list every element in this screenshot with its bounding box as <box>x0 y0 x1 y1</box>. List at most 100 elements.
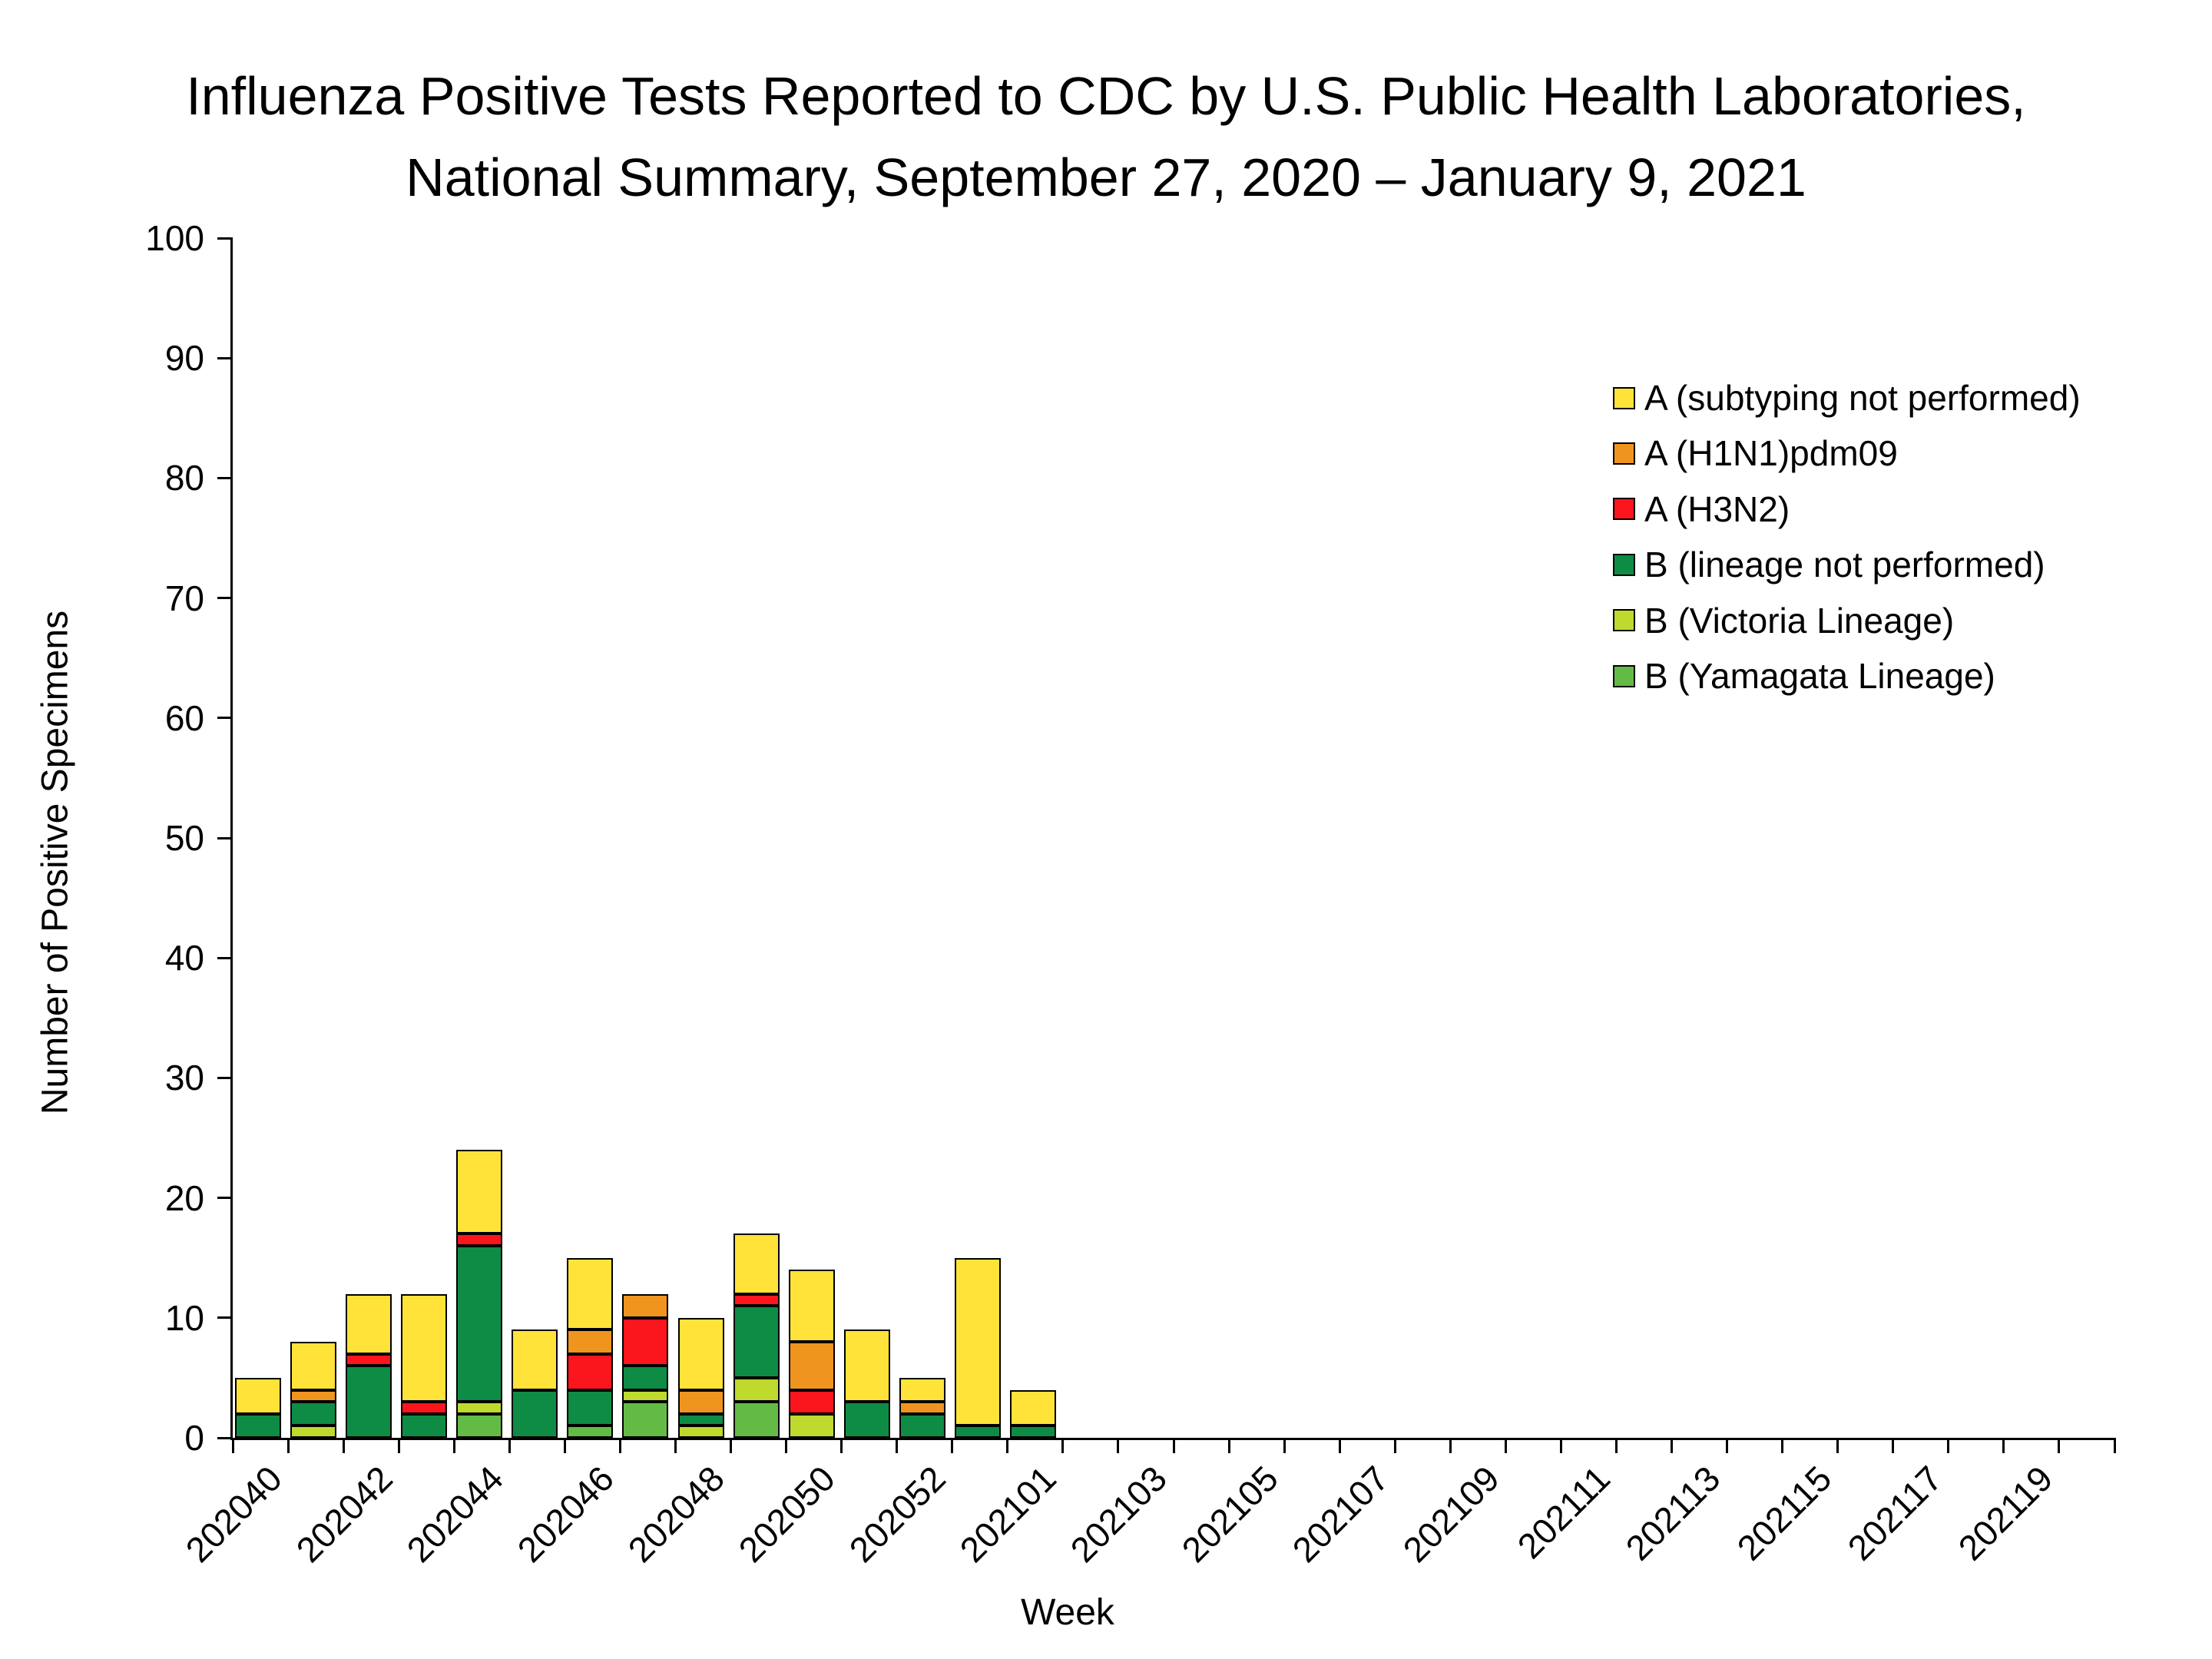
x-axis-tick-label: 202105 <box>1174 1458 1286 1570</box>
y-axis-tick-label: 10 <box>164 1297 204 1338</box>
y-axis-tick <box>217 1076 233 1079</box>
x-axis-tick <box>1781 1438 1784 1453</box>
bar-segment-202047 <box>622 1402 669 1438</box>
x-axis-tick <box>1006 1438 1009 1453</box>
bar-segment-202047 <box>622 1389 669 1402</box>
bar-segment-202101 <box>1009 1426 1056 1438</box>
x-axis-tick <box>1393 1438 1396 1453</box>
bar-segment-202048 <box>677 1426 724 1438</box>
x-axis-tick-label: 202101 <box>952 1458 1065 1570</box>
legend-label: B (Victoria Lineage) <box>1644 600 1955 641</box>
bar-segment-202044 <box>456 1402 503 1414</box>
legend-swatch-icon <box>1613 386 1635 409</box>
y-axis-tick <box>217 237 233 240</box>
bar-segment-202043 <box>401 1293 448 1402</box>
legend-item: B (lineage not performed) <box>1613 545 2045 584</box>
bar-segment-202051 <box>843 1402 890 1438</box>
x-axis-tick <box>563 1438 566 1453</box>
bar-segment-202050 <box>788 1413 835 1438</box>
x-axis-tick <box>1836 1438 1839 1453</box>
legend-label: A (subtyping not performed) <box>1644 378 2081 418</box>
y-axis-tick <box>217 356 233 359</box>
x-axis-tick <box>2002 1438 2005 1453</box>
bar-segment-202040 <box>235 1413 282 1438</box>
bar-segment-202048 <box>677 1389 724 1414</box>
legend-swatch-icon <box>1613 664 1635 687</box>
plot-area <box>217 237 2116 1453</box>
y-axis-tick <box>217 1436 233 1439</box>
x-axis-tick-label: 202119 <box>1950 1458 2061 1568</box>
y-axis-tick-label: 0 <box>184 1418 204 1458</box>
x-axis-tick-label: 202042 <box>288 1458 400 1570</box>
bar-segment-202041 <box>290 1426 337 1438</box>
y-axis-tick-label: 30 <box>164 1058 204 1098</box>
legend-swatch-icon <box>1613 442 1635 465</box>
x-axis-tick <box>342 1438 345 1453</box>
y-axis-tick <box>217 597 233 600</box>
x-axis-tick <box>1947 1438 1950 1453</box>
y-axis-tick-label: 100 <box>145 218 204 258</box>
x-axis-tick <box>2058 1438 2061 1453</box>
bar-segment-202044 <box>456 1413 503 1438</box>
legend-swatch-icon <box>1613 498 1635 521</box>
y-axis-tick <box>217 476 233 479</box>
bar-segment-202047 <box>622 1293 669 1318</box>
bar-segment-202043 <box>401 1413 448 1438</box>
y-axis-tick <box>217 1197 233 1200</box>
bar-segment-202044 <box>456 1150 503 1234</box>
bar-segment-202049 <box>733 1233 780 1294</box>
x-axis-tick-label: 202103 <box>1063 1458 1175 1570</box>
x-axis-tick-label: 202046 <box>509 1458 621 1570</box>
bar-segment-202047 <box>622 1317 669 1366</box>
legend-label: A (H1N1)pdm09 <box>1644 433 1898 474</box>
x-axis-tick-label: 202040 <box>177 1458 290 1570</box>
bar-segment-202053 <box>954 1426 1001 1438</box>
x-axis-tick <box>397 1438 400 1453</box>
chart-title: Influenza Positive Tests Reported to CDC… <box>0 55 2212 218</box>
bar-segment-202053 <box>954 1257 1001 1426</box>
legend-item: A (H3N2) <box>1613 489 1790 529</box>
y-axis-tick-label: 40 <box>164 938 204 979</box>
bar-segment-202048 <box>677 1413 724 1426</box>
x-axis-tick <box>1614 1438 1618 1453</box>
chart-title-line1: Influenza Positive Tests Reported to CDC… <box>186 66 2026 126</box>
x-axis-tick-label: 202111 <box>1509 1458 1618 1567</box>
bar-segment-202049 <box>733 1377 780 1402</box>
bar-segment-202050 <box>788 1270 835 1343</box>
x-axis-tick <box>452 1438 455 1453</box>
x-axis-tick <box>896 1438 899 1453</box>
bar-segment-202046 <box>567 1353 614 1390</box>
bar-segment-202050 <box>788 1389 835 1414</box>
x-axis-tick <box>840 1438 843 1453</box>
x-axis-tick-label: 202117 <box>1839 1458 1950 1568</box>
bar-segment-202043 <box>401 1402 448 1414</box>
x-axis-tick <box>1504 1438 1507 1453</box>
bar-segment-202041 <box>290 1389 337 1402</box>
bar-segment-202042 <box>346 1366 392 1438</box>
bar-segment-202049 <box>733 1402 780 1438</box>
y-axis-tick <box>217 1316 233 1320</box>
x-axis-tick-label: 202107 <box>1284 1458 1396 1570</box>
y-axis-tick-label: 20 <box>164 1177 204 1218</box>
x-axis-tick-label: 202109 <box>1395 1458 1507 1570</box>
x-axis-tick <box>2113 1438 2116 1453</box>
bar-segment-202045 <box>512 1330 558 1390</box>
y-axis-tick <box>217 717 233 720</box>
x-axis-tick <box>1117 1438 1120 1453</box>
bar-segment-202046 <box>567 1257 614 1330</box>
bar-segment-202048 <box>677 1317 724 1390</box>
bar-segment-202049 <box>733 1306 780 1378</box>
bar-segment-202042 <box>346 1353 392 1366</box>
y-axis-tick-label: 70 <box>164 578 204 618</box>
legend-swatch-icon <box>1613 553 1635 576</box>
legend-swatch-icon <box>1613 609 1635 632</box>
bar-segment-202042 <box>346 1293 392 1354</box>
x-axis-tick <box>1449 1438 1452 1453</box>
legend-label: B (Yamagata Lineage) <box>1644 656 1995 696</box>
x-axis-tick <box>286 1438 290 1453</box>
x-axis-tick <box>674 1438 677 1453</box>
y-axis-tick-label: 60 <box>164 697 204 738</box>
bar-segment-202046 <box>567 1389 614 1426</box>
x-axis-tick-label: 202050 <box>730 1458 843 1570</box>
bar-segment-202052 <box>899 1402 945 1414</box>
